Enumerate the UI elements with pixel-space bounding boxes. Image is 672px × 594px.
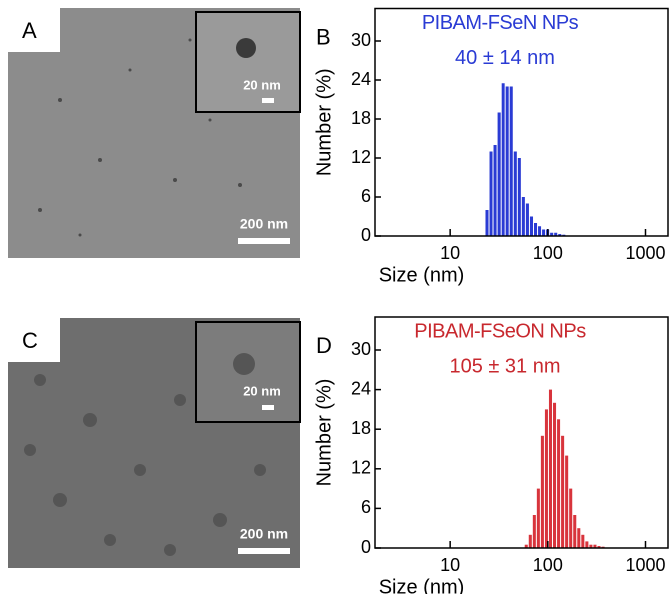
y-tick-label: 12: [351, 458, 371, 478]
y-tick-label: 6: [361, 186, 371, 206]
label-box: [8, 8, 60, 52]
x-tick-label: 1000: [625, 243, 665, 263]
bar: [565, 455, 569, 548]
bar: [554, 232, 558, 236]
plot-frame: [374, 316, 669, 549]
bar: [509, 86, 513, 236]
inset: [195, 11, 301, 113]
bar: [597, 546, 601, 548]
x-tick-label: 100: [533, 243, 563, 263]
scale-bar: [238, 238, 290, 244]
annotation: 105 ± 31 nm: [449, 355, 560, 377]
bar: [544, 409, 548, 548]
bar: [540, 435, 544, 548]
bar: [521, 197, 525, 236]
bar: [493, 145, 497, 236]
panel-label: A: [22, 18, 37, 43]
y-tick-label: 24: [351, 69, 371, 89]
y-tick-label: 0: [361, 225, 371, 245]
y-tick-label: 18: [351, 418, 371, 438]
y-axis-label: Number (%): [313, 379, 335, 487]
bar: [505, 86, 509, 236]
bar: [536, 488, 540, 548]
y-tick-label: 12: [351, 147, 371, 167]
bar: [561, 435, 565, 548]
bar: [528, 534, 532, 548]
y-tick-label: 30: [351, 30, 371, 50]
micrograph-a: A 20 nm 200 nm: [8, 8, 301, 258]
bar: [497, 112, 501, 236]
label-box: [8, 318, 60, 362]
y-axis-label: Number (%): [313, 68, 335, 176]
bar: [513, 151, 517, 236]
bar: [538, 226, 542, 236]
panel-label: D: [316, 333, 332, 358]
y-tick-label: 24: [351, 378, 371, 398]
bar: [589, 544, 593, 548]
bar: [593, 544, 597, 548]
bar: [534, 223, 538, 236]
bar: [548, 389, 553, 548]
bar: [524, 544, 528, 548]
bar: [569, 488, 573, 548]
x-tick-label: 100: [533, 555, 563, 575]
bar: [542, 229, 546, 236]
scale-bar: [238, 548, 290, 554]
scale-label: 200 nm: [240, 526, 288, 542]
annotation: 40 ± 14 nm: [455, 47, 555, 69]
bar: [485, 210, 489, 236]
x-tick-label: 10: [440, 555, 460, 575]
y-tick-label: 6: [361, 497, 371, 517]
y-tick-label: 18: [351, 108, 371, 128]
y-tick-label: 30: [351, 339, 371, 359]
x-axis-label: Size (nm): [379, 576, 465, 594]
inset-particle: [236, 38, 256, 58]
bar: [532, 515, 536, 548]
bar: [525, 203, 529, 236]
bar: [517, 158, 521, 236]
bar: [557, 419, 561, 548]
panel-label: C: [22, 328, 38, 353]
chart-title: PIBAM-FSeN NPs: [422, 12, 579, 34]
bar: [585, 541, 589, 548]
y-tick-label: 0: [361, 537, 371, 557]
x-tick-label: 1000: [625, 555, 665, 575]
plot-frame: [374, 7, 669, 237]
x-tick-label: 10: [440, 243, 460, 263]
bar: [553, 402, 557, 548]
bar: [550, 232, 554, 236]
bar: [573, 515, 577, 548]
x-axis-label: Size (nm): [379, 264, 465, 286]
bar: [501, 83, 505, 236]
inset-scale-label: 20 nm: [243, 383, 281, 398]
panel-label: B: [316, 24, 331, 49]
chart-title: PIBAM-FSeON NPs: [414, 320, 586, 342]
scale-label: 200 nm: [240, 216, 288, 232]
particles: [38, 38, 242, 237]
inset-scale-bar: [262, 98, 274, 103]
micrograph-c: C 20 nm 200 nm: [8, 318, 301, 568]
inset-particle: [233, 353, 255, 375]
bar: [558, 234, 562, 236]
inset-scale-bar: [262, 405, 274, 410]
particles: [24, 374, 266, 556]
bar: [529, 216, 534, 236]
inset-scale-label: 20 nm: [243, 77, 281, 92]
bar: [581, 534, 585, 548]
bar: [577, 528, 581, 548]
bar: [489, 151, 493, 236]
